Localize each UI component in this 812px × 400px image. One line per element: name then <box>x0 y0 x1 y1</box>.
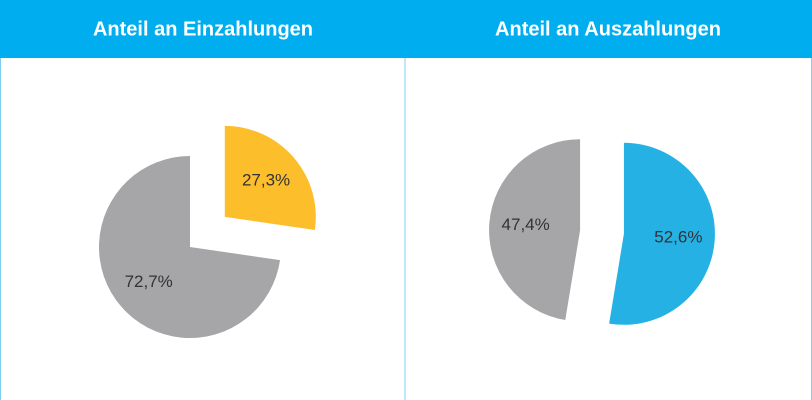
slice-label: 72,7% <box>125 272 173 291</box>
slice-label: 27,3% <box>242 171 290 190</box>
pie-slice <box>609 142 715 325</box>
pie-slice <box>489 139 581 320</box>
slice-label: 47,4% <box>502 215 550 234</box>
chart-title: Anteil an Einzahlungen <box>93 18 313 40</box>
pie-slice <box>224 125 316 231</box>
slice-label: 52,6% <box>654 228 702 247</box>
chart-title: Anteil an Auszahlungen <box>495 18 721 40</box>
header-band <box>0 0 812 58</box>
pie-slice <box>98 155 281 338</box>
